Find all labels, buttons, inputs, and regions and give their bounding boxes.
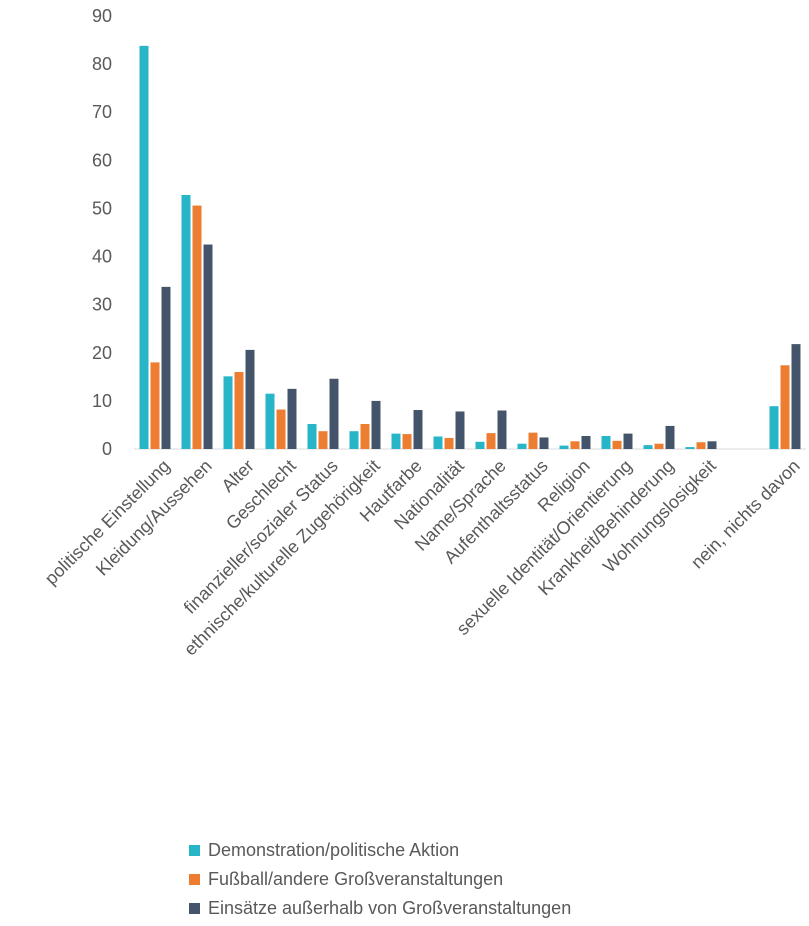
y-tick-label: 60 <box>92 150 112 170</box>
bar-series-1-cat-11 <box>612 440 622 449</box>
bar-series-0-cat-8 <box>475 441 485 449</box>
legend-item-einsaetze: Einsätze außerhalb von Großveranstaltung… <box>189 894 571 923</box>
bar-series-1-cat-15 <box>780 365 790 449</box>
bar-series-2-cat-3 <box>287 388 297 449</box>
bar-series-0-cat-4 <box>307 423 317 449</box>
bar-series-1-cat-0 <box>150 362 160 449</box>
bar-series-0-cat-1 <box>181 194 191 449</box>
y-tick-label: 90 <box>92 6 112 26</box>
bar-series-0-cat-9 <box>517 443 527 449</box>
bar-series-2-cat-5 <box>371 400 381 449</box>
y-axis-tick-labels: 0 10 20 30 40 50 60 70 80 90 <box>92 6 112 459</box>
bar-series-2-cat-1 <box>203 244 213 449</box>
bar-series-0-cat-10 <box>559 445 569 449</box>
bar-series-0-cat-7 <box>433 436 443 449</box>
bar-series-0-cat-3 <box>265 393 275 449</box>
bar-series-0-cat-12 <box>643 445 653 449</box>
legend-label-einsaetze: Einsätze außerhalb von Großveranstaltung… <box>208 898 572 918</box>
legend-label-fussball: Fußball/andere Großveranstaltungen <box>208 869 504 889</box>
legend-label-demonstration: Demonstration/politische Aktion <box>208 840 460 860</box>
bar-series-0-cat-11 <box>601 436 611 449</box>
legend-swatch-fussball <box>189 874 200 885</box>
bar-series-2-cat-15 <box>791 344 801 449</box>
bar-series-2-cat-7 <box>455 411 465 449</box>
bars-group <box>139 45 801 449</box>
bar-series-1-cat-8 <box>486 433 496 449</box>
bar-series-1-cat-13 <box>696 442 706 449</box>
bar-series-2-cat-10 <box>581 436 591 449</box>
y-tick-label: 80 <box>92 54 112 74</box>
y-tick-label: 20 <box>92 343 112 363</box>
bar-series-0-cat-15 <box>769 406 779 449</box>
bar-series-0-cat-6 <box>391 433 401 449</box>
bar-series-1-cat-12 <box>654 443 664 449</box>
y-tick-label: 0 <box>102 439 112 459</box>
bar-series-1-cat-3 <box>276 409 286 449</box>
bar-series-2-cat-11 <box>623 433 633 449</box>
y-tick-label: 50 <box>92 198 112 218</box>
bar-series-2-cat-12 <box>665 425 675 449</box>
y-tick-label: 40 <box>92 247 112 267</box>
bar-series-1-cat-7 <box>444 437 454 449</box>
bar-series-2-cat-0 <box>161 286 171 449</box>
bar-series-1-cat-1 <box>192 205 202 449</box>
legend-swatch-einsaetze <box>189 903 200 914</box>
bar-series-2-cat-8 <box>497 410 507 449</box>
y-tick-label: 70 <box>92 102 112 122</box>
y-tick-label: 30 <box>92 295 112 315</box>
bar-series-2-cat-2 <box>245 349 255 449</box>
bar-series-2-cat-6 <box>413 410 423 449</box>
legend-item-demonstration: Demonstration/politische Aktion <box>189 836 571 865</box>
bar-series-0-cat-5 <box>349 431 359 449</box>
legend: Demonstration/politische Aktion Fußball/… <box>189 836 571 923</box>
bar-series-0-cat-2 <box>223 376 233 449</box>
bar-series-0-cat-13 <box>685 447 695 449</box>
bar-series-0-cat-0 <box>139 45 149 449</box>
bar-series-1-cat-9 <box>528 432 538 449</box>
bar-series-2-cat-4 <box>329 378 339 449</box>
legend-item-fussball: Fußball/andere Großveranstaltungen <box>189 865 571 894</box>
bar-series-2-cat-13 <box>707 441 717 449</box>
bar-series-1-cat-2 <box>234 372 244 449</box>
bar-series-1-cat-6 <box>402 434 412 449</box>
bar-series-1-cat-5 <box>360 423 370 449</box>
y-tick-label: 10 <box>92 391 112 411</box>
chart-canvas: 0 10 20 30 40 50 60 70 80 90 politische Einstellu… <box>41 6 806 660</box>
legend-swatch-demonstration <box>189 845 200 856</box>
bar-series-2-cat-9 <box>539 437 549 449</box>
bar-series-1-cat-10 <box>570 441 580 449</box>
bar-series-1-cat-4 <box>318 431 328 449</box>
